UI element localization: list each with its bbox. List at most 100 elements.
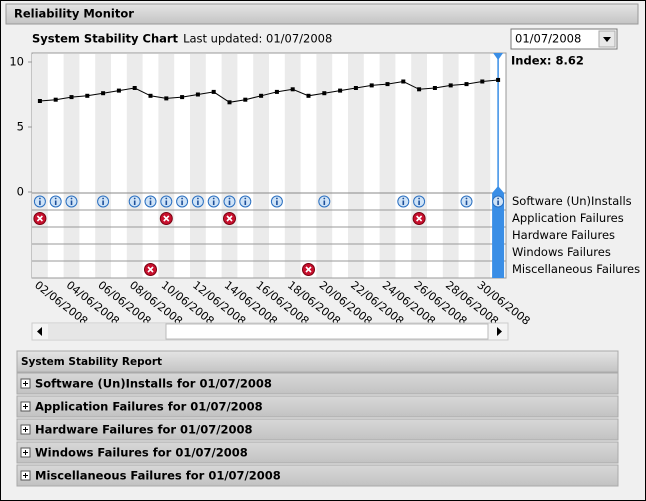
error-glyph — [36, 215, 43, 222]
y-tick-label: 0 — [17, 185, 24, 199]
stability-line — [39, 79, 499, 103]
scroll-right[interactable] — [497, 327, 502, 336]
row-label: Software (Un)Installs — [512, 194, 632, 208]
info-dot — [165, 197, 168, 200]
info-icon — [413, 195, 426, 208]
selected-marker — [493, 53, 504, 60]
error-glyph — [163, 215, 170, 222]
info-icon — [65, 195, 78, 208]
info-icon — [128, 195, 141, 208]
info-icon — [33, 195, 46, 208]
column-stripe — [253, 54, 269, 278]
dropdown-arrow — [603, 37, 611, 42]
point — [385, 82, 390, 87]
point — [180, 95, 185, 100]
column-stripe — [284, 54, 301, 278]
expand-plus — [23, 450, 28, 455]
info-icon — [49, 195, 62, 208]
column-stripe — [190, 54, 206, 278]
point — [85, 93, 90, 98]
error-icon — [412, 212, 426, 225]
point — [401, 79, 406, 84]
error-icon — [223, 212, 236, 225]
point — [353, 86, 358, 90]
point — [322, 91, 327, 96]
column-stripe — [316, 54, 333, 278]
point — [164, 96, 169, 101]
report-row[interactable] — [16, 372, 619, 395]
point — [274, 89, 279, 94]
point — [480, 79, 485, 84]
info-icon — [318, 195, 331, 208]
error-glyph — [147, 266, 154, 273]
info-dot — [133, 197, 136, 200]
window-title: Reliability Monitor — [14, 7, 134, 21]
date-picker[interactable] — [510, 28, 618, 50]
point — [306, 93, 311, 98]
selected-marker — [492, 186, 505, 193]
report-row[interactable] — [16, 441, 619, 464]
row-label: Windows Failures — [512, 245, 611, 259]
point — [338, 88, 343, 93]
column-stripe — [126, 54, 143, 278]
error-glyph — [226, 215, 233, 222]
error-icon — [144, 263, 157, 276]
y-tick-label: 10 — [9, 55, 24, 69]
column-stripe — [442, 54, 459, 278]
point — [464, 82, 469, 87]
error-glyph — [305, 266, 312, 273]
y-tick-label: 5 — [17, 120, 24, 134]
info-icon — [492, 195, 505, 208]
expand-plus — [23, 404, 28, 409]
info-icon — [176, 195, 189, 208]
report-row-label: Windows Failures for 01/07/2008 — [35, 446, 248, 460]
point — [37, 99, 42, 103]
info-dot — [276, 197, 278, 200]
error-icon — [33, 212, 47, 225]
point — [417, 87, 422, 92]
error-icon — [159, 212, 173, 225]
point — [432, 86, 437, 90]
chart-title: System Stability Chart — [32, 32, 179, 46]
info-dot — [197, 197, 199, 200]
row-label: Miscellaneous Failures — [512, 262, 640, 276]
info-icon — [97, 195, 110, 208]
report-row[interactable] — [16, 418, 619, 441]
info-dot — [102, 197, 104, 200]
info-dot — [497, 197, 499, 200]
point — [211, 89, 216, 94]
report-row[interactable] — [16, 395, 619, 418]
info-dot — [212, 197, 215, 200]
info-dot — [54, 197, 57, 200]
info-icon — [144, 195, 157, 208]
info-icon — [270, 195, 283, 208]
point — [116, 88, 121, 93]
title-bar — [5, 3, 639, 25]
info-dot — [418, 197, 420, 200]
column-stripe — [63, 54, 80, 278]
info-dot — [70, 197, 73, 200]
point — [369, 83, 374, 88]
expand-plus — [23, 381, 28, 386]
info-dot — [39, 197, 41, 200]
error-glyph — [416, 215, 423, 222]
scroll-left[interactable] — [37, 327, 42, 336]
info-icon — [160, 195, 173, 208]
report-title: System Stability Report — [21, 356, 162, 368]
scroll-thumb[interactable] — [165, 323, 489, 340]
last-updated: Last updated: 01/07/2008 — [183, 32, 332, 46]
index-label: Index: 8.62 — [511, 54, 584, 68]
report-row[interactable] — [16, 464, 619, 487]
report-row-label: Application Failures for 01/07/2008 — [35, 400, 263, 414]
row-label: Application Failures — [512, 211, 624, 225]
scroll-track — [48, 324, 166, 339]
error-icon — [302, 263, 315, 276]
info-dot — [402, 197, 405, 200]
expand-plus — [23, 473, 28, 478]
point — [448, 83, 453, 88]
selected-band — [492, 193, 505, 278]
info-dot — [465, 197, 468, 200]
point — [101, 91, 106, 96]
column-stripe — [348, 54, 364, 278]
point — [195, 92, 200, 97]
